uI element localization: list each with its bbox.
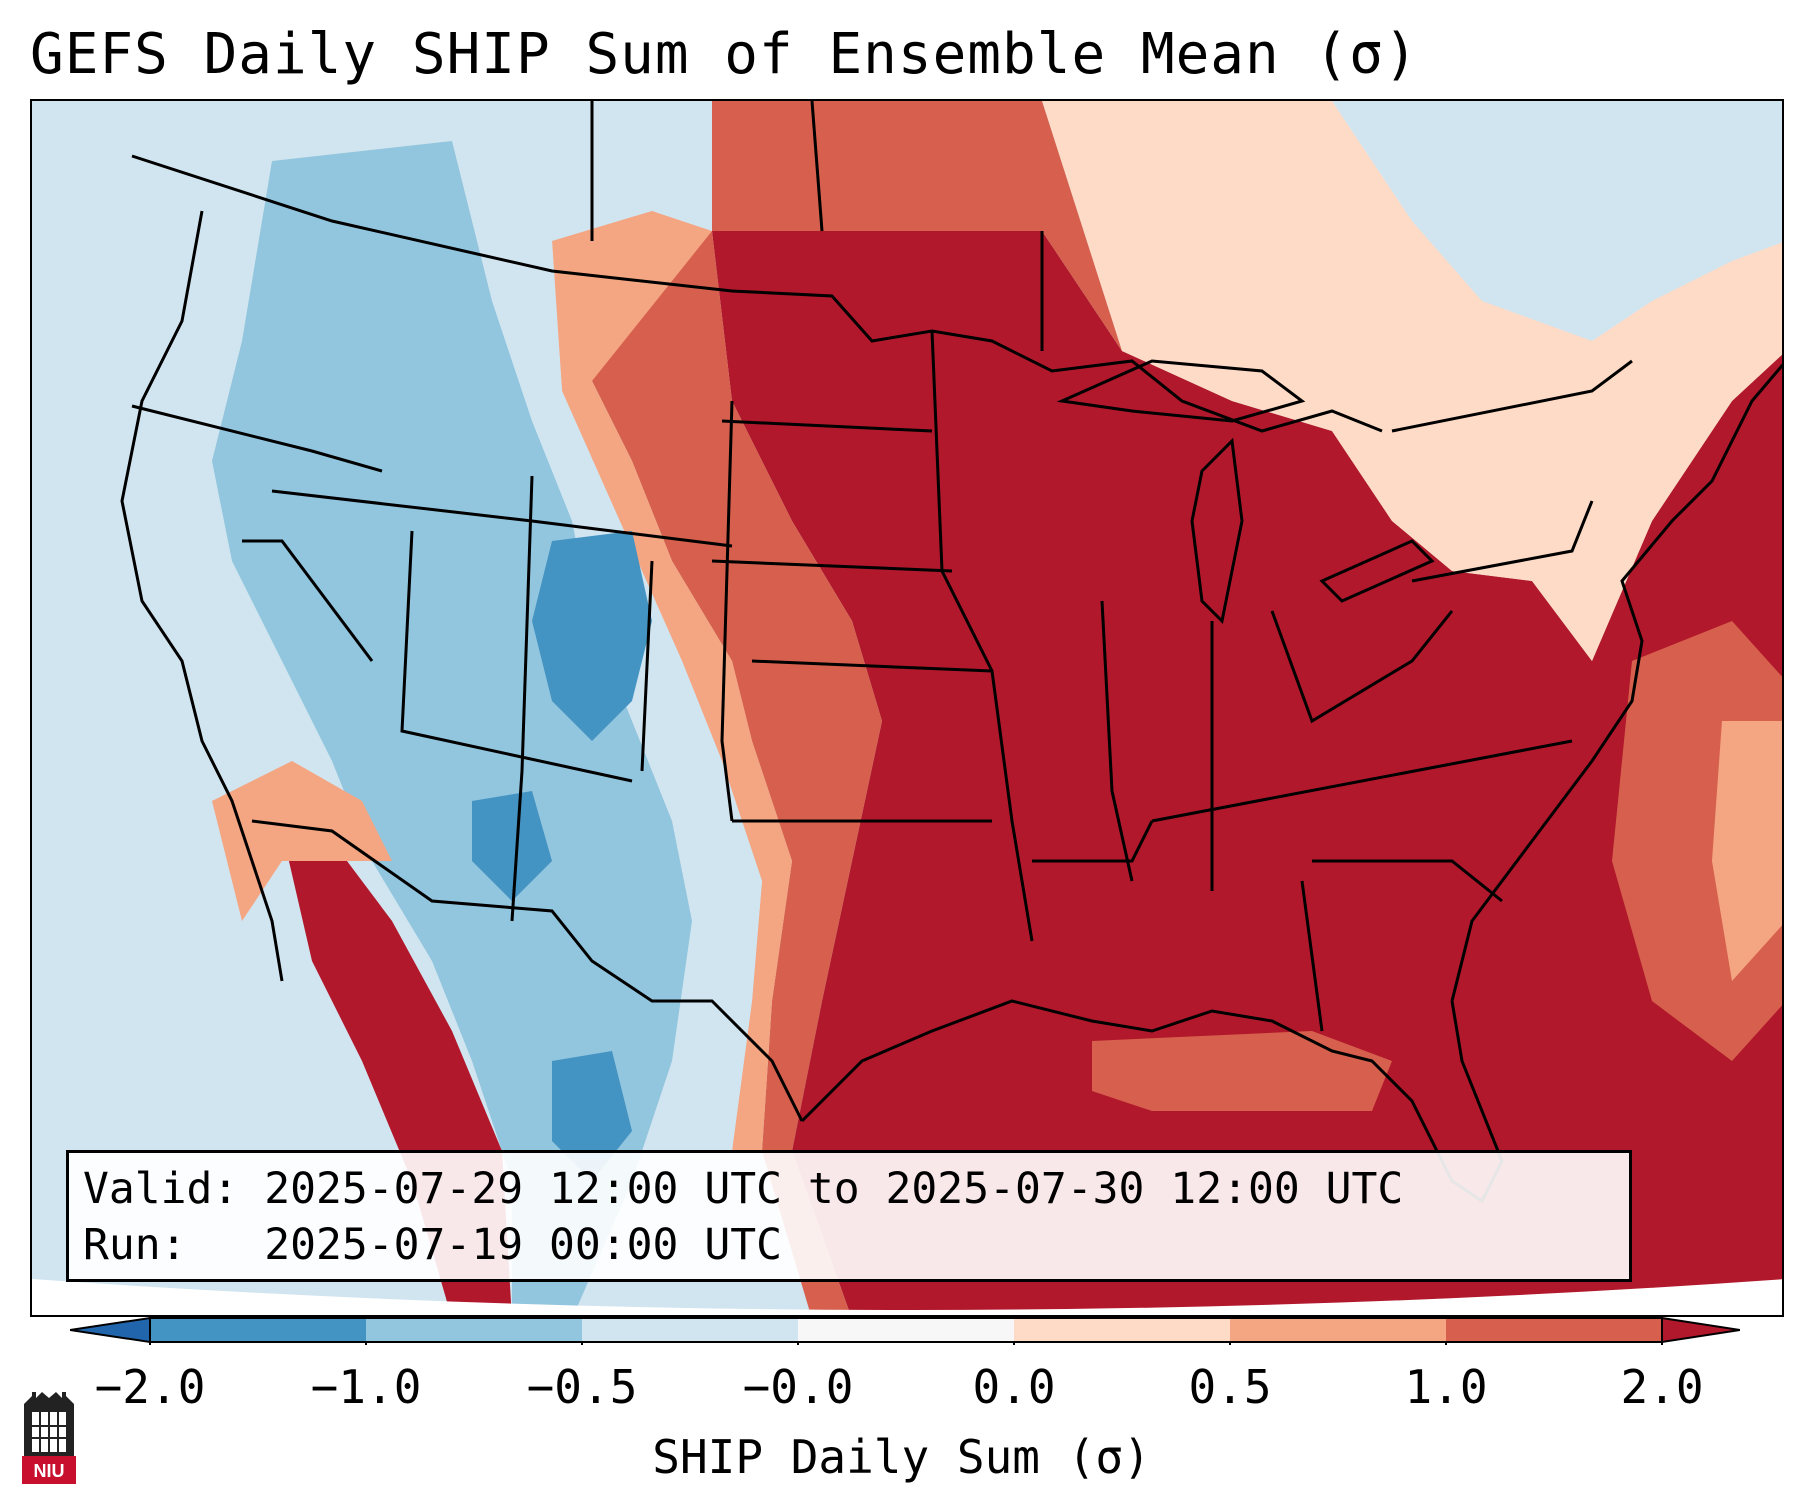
- border-state-18: [1411, 500, 1594, 583]
- colorbar-bin-5: [1014, 1318, 1230, 1342]
- colorbar-tick-label: −0.0: [742, 1360, 854, 1414]
- map-canvas: [32, 101, 1782, 1315]
- field-region-canada-hot: [712, 101, 1122, 351]
- border-state-9: [721, 419, 933, 433]
- lake-michigan: [1190, 437, 1244, 625]
- colorbar-bin-1: [150, 1318, 366, 1342]
- border-state-7: [751, 659, 993, 673]
- border-state-2: [271, 489, 733, 548]
- colorbar-bin-6: [1230, 1318, 1446, 1342]
- border-state-10: [711, 559, 953, 573]
- colorbar-bin-3: [582, 1318, 798, 1342]
- border-state-11: [930, 330, 1034, 942]
- colorbar-tick-label: 2.0: [1620, 1360, 1704, 1414]
- run-time-text: Run: 2025-07-19 00:00 UTC: [83, 1220, 782, 1270]
- border-state-22: [810, 101, 824, 232]
- colorbar-tick-label: 0.0: [972, 1360, 1056, 1414]
- border-us-canada: [131, 154, 1383, 433]
- border-state-15: [1300, 880, 1324, 1032]
- colorbar-outline: [149, 1317, 1663, 1343]
- colorbar-extend-low: [70, 1316, 151, 1344]
- colorbar-tick-label: −0.5: [526, 1360, 638, 1414]
- coast-atlantic: [1450, 363, 1782, 1002]
- border-state-12: [1032, 820, 1154, 863]
- niu-logo-text: NIU: [34, 1461, 65, 1481]
- field-region-gulf-patch: [1092, 1031, 1392, 1111]
- border-state-6: [720, 400, 734, 822]
- lake-erie: [1319, 539, 1435, 603]
- state-borders: [120, 101, 1782, 1204]
- border-state-16: [1151, 739, 1573, 823]
- colorbar-bin-2: [366, 1318, 582, 1342]
- border-state-4: [510, 475, 534, 922]
- colorbar-tick-marks: [149, 1342, 1663, 1345]
- valid-time-text: Valid: 2025-07-29 12:00 UTC to 2025-07-3…: [83, 1164, 1404, 1214]
- colorbar-label: SHIP Daily Sum (σ): [652, 1430, 1151, 1484]
- anomaly-field: [32, 101, 1782, 1315]
- coast-pacific: [120, 210, 284, 982]
- border-state-17: [1270, 610, 1454, 724]
- field-region-atlantic-light: [1712, 721, 1782, 981]
- border-state-24: [242, 539, 374, 662]
- border-state-3: [400, 530, 633, 783]
- field-region-california-positive: [212, 761, 392, 921]
- colorbar-tick-label: −1.0: [310, 1360, 422, 1414]
- border-state-1: [131, 404, 383, 473]
- colorbar-bin-7: [1446, 1318, 1662, 1342]
- field-region-weak-positive: [552, 211, 792, 1151]
- colorbar-extend-high: [1661, 1316, 1740, 1344]
- lake-superior: [1056, 359, 1306, 423]
- border-state-19: [1391, 359, 1633, 433]
- projection-edge: [32, 1279, 1782, 1315]
- border-state-5: [640, 560, 654, 772]
- colorbar: [70, 1316, 1740, 1345]
- page-title: GEFS Daily SHIP Sum of Ensemble Mean (σ): [30, 22, 1419, 87]
- field-region-strong-negative: [472, 531, 652, 1181]
- valid-run-info-box: Valid: 2025-07-29 12:00 UTC to 2025-07-3…: [66, 1150, 1632, 1282]
- colorbar-tick-label: −2.0: [94, 1360, 206, 1414]
- field-region-moderate-negative: [212, 141, 692, 1315]
- field-region-canada-warm: [1042, 101, 1782, 661]
- colorbar-tick-label: 1.0: [1404, 1360, 1488, 1414]
- niu-logo-icon: NIU: [22, 1392, 76, 1484]
- field-region-strong-positive: [712, 231, 1782, 1315]
- map-frame: [30, 99, 1784, 1317]
- colorbar-tick-label: 0.5: [1188, 1360, 1272, 1414]
- field-region-positive-west: [572, 231, 882, 1315]
- border-us-mexico: [251, 819, 804, 1122]
- colorbar-bin-4: [798, 1318, 1014, 1342]
- border-state-13: [1100, 600, 1134, 882]
- border-state-20: [1312, 859, 1503, 903]
